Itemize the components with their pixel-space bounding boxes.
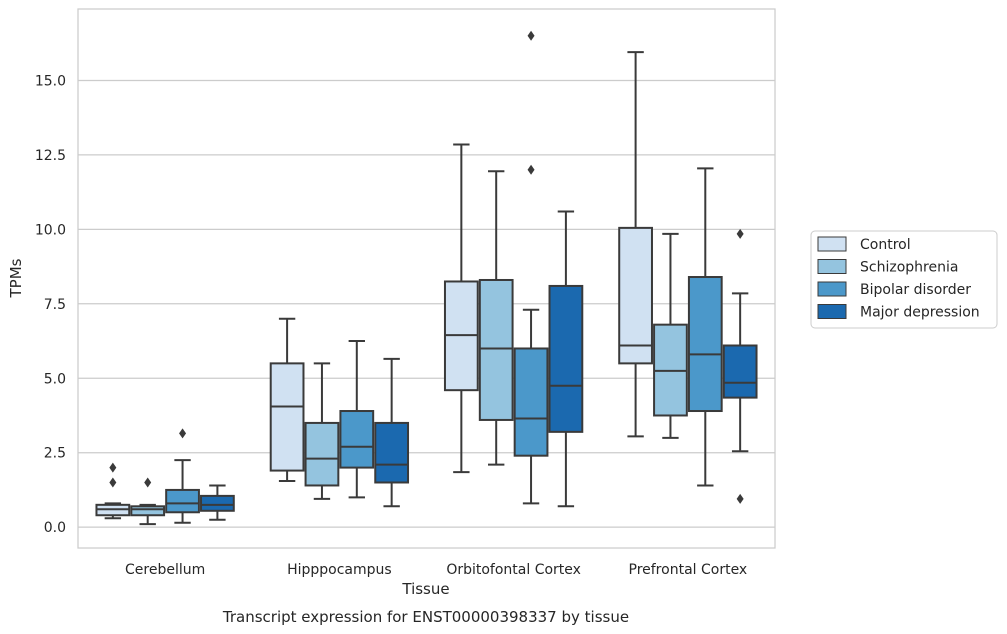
box-0-2: [443, 143, 479, 474]
box-iqr: [513, 347, 549, 457]
legend-swatch: [817, 259, 847, 274]
box-3-0: [200, 484, 235, 521]
outlier-point: [527, 30, 535, 41]
y-axis-ticks: 0.0 2.5 5.0 7.5 10.0 12.5 15.0: [35, 73, 66, 536]
outlier-point: [144, 477, 152, 488]
y-tick-label: 2.5: [44, 446, 66, 462]
box-1-0: [130, 477, 166, 526]
y-tick-label: 12.5: [35, 148, 66, 164]
box-iqr: [374, 421, 410, 484]
box-0-1: [269, 317, 305, 482]
y-tick-label: 15.0: [35, 73, 66, 89]
box-2-2: [513, 30, 549, 505]
box-0-3: [618, 51, 653, 438]
legend-label: Control: [860, 237, 911, 253]
box-iqr: [478, 278, 514, 421]
box-iqr: [130, 505, 166, 517]
box-3-3: [722, 228, 758, 504]
legend-swatch: [817, 281, 847, 297]
x-tick-label: Hipppocampus: [287, 562, 392, 578]
x-tick-label: Cerebellum: [125, 562, 205, 578]
legend-label: Bipolar disorder: [860, 282, 971, 298]
box-iqr: [165, 488, 200, 514]
box-1-1: [304, 362, 340, 500]
box-1-3: [653, 232, 688, 439]
x-tick-label: Prefrontal Cortex: [629, 562, 748, 578]
box-2-0: [165, 428, 200, 524]
x-axis-label: Tissue: [401, 580, 449, 598]
box-groups: [95, 30, 758, 526]
chart-caption: Transcript expression for ENST0000039833…: [222, 608, 629, 626]
outlier-point: [736, 493, 744, 504]
box-1-2: [478, 170, 514, 466]
box-iqr: [304, 421, 340, 487]
box-3-1: [374, 357, 410, 508]
box-iqr: [687, 276, 723, 413]
box-iqr: [200, 494, 235, 512]
x-tick-label: Orbitofontal Cortex: [446, 562, 581, 578]
outlier-point: [179, 428, 187, 439]
outlier-point: [736, 228, 744, 239]
legend-frame: [810, 230, 998, 329]
y-axis-label: TPMs: [7, 258, 25, 298]
box-0-0: [95, 462, 131, 520]
legend-swatch: [817, 236, 847, 252]
legend: Control Schizophrenia Bipolar disorder Majo…: [810, 230, 998, 329]
box-iqr: [339, 410, 375, 469]
grid-lines: [78, 79, 775, 528]
legend-swatch: [817, 304, 847, 319]
outlier-point: [109, 462, 117, 473]
x-axis-ticks: Cerebellum Hipppocampus Orbitofontal Corte…: [125, 562, 747, 578]
box-iqr: [618, 226, 653, 365]
y-tick-label: 0.0: [44, 520, 66, 536]
box-3-2: [548, 210, 584, 508]
box-iqr: [269, 362, 305, 472]
box-2-1: [339, 340, 375, 499]
y-tick-label: 5.0: [44, 371, 66, 387]
y-tick-label: 7.5: [44, 297, 66, 313]
box-2-3: [687, 167, 723, 487]
outlier-point: [109, 477, 117, 488]
outlier-point: [527, 164, 535, 175]
box-iqr: [722, 344, 758, 399]
legend-label: Schizophrenia: [860, 260, 958, 276]
box-iqr: [548, 284, 584, 433]
legend-label: Major depression: [860, 305, 980, 321]
plot-frame: [77, 8, 776, 549]
y-tick-label: 10.0: [35, 222, 66, 238]
